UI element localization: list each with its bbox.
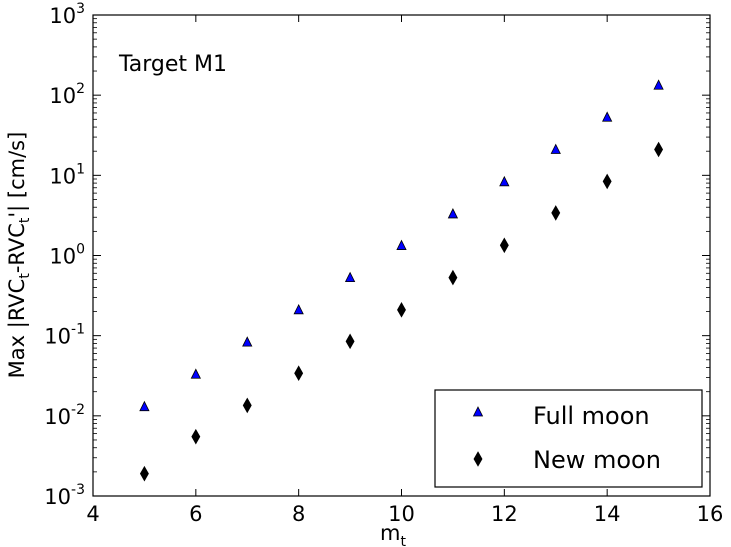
y-tick-base: 10: [49, 4, 76, 28]
new-moon-point: [345, 333, 355, 350]
full-moon-point: [293, 303, 304, 315]
x-tick-label: 14: [594, 502, 621, 526]
y-axis-label: Max |RVCt-RVCt'| [cm/s]: [5, 132, 33, 379]
y-tick-base: 10: [44, 485, 71, 509]
y-tick-exponent: 0: [76, 242, 85, 258]
y-tick-exponent: 2: [76, 81, 85, 97]
full-moon-point: [242, 336, 253, 347]
y-tick-label: 103: [49, 1, 85, 28]
y-tick-base: 10: [49, 245, 76, 269]
data-points: [139, 79, 664, 482]
y-tick-exponent: 1: [76, 161, 85, 177]
legend-box: [434, 389, 703, 488]
x-tick-label: 10: [388, 502, 415, 526]
annotation-label: Target M1: [118, 52, 227, 77]
x-tick-label: 8: [292, 502, 305, 526]
legend-label-new-moon: New moon: [533, 446, 661, 474]
y-tick-exponent: -3: [71, 482, 85, 498]
new-moon-point: [602, 173, 612, 190]
y-tick-label: 101: [49, 161, 85, 188]
full-moon-point: [344, 271, 356, 283]
y-tick-exponent: -2: [71, 402, 85, 418]
full-moon-point: [447, 208, 459, 219]
new-moon-point: [499, 237, 509, 254]
legend-marker-new-moon: [473, 451, 483, 467]
x-tick-label: 12: [491, 502, 518, 526]
y-tick-exponent: -1: [71, 322, 85, 338]
y-tick-label: 10-2: [44, 402, 85, 429]
y-tick-label: 10-1: [44, 322, 85, 349]
new-moon-point: [654, 141, 664, 158]
full-moon-point: [602, 111, 613, 122]
full-moon-point: [139, 400, 150, 412]
y-tick-base: 10: [44, 325, 71, 349]
x-axis-label: mt: [380, 521, 406, 547]
y-tick-exponent: 3: [76, 1, 85, 17]
x-tick-label: 16: [697, 502, 724, 526]
new-moon-point: [242, 397, 252, 414]
legend: Full moon New moon: [434, 389, 703, 488]
legend-marker-full-moon: [472, 406, 484, 417]
new-moon-point: [294, 365, 304, 382]
y-tick-base: 10: [49, 84, 76, 108]
x-tick-label: 4: [86, 502, 99, 526]
y-tick-label: 10-3: [44, 482, 85, 509]
new-moon-point: [191, 428, 201, 445]
y-tick-label: 100: [49, 242, 85, 269]
y-tick-label: 102: [49, 81, 85, 108]
y-tick-base: 10: [49, 164, 76, 188]
full-moon-point: [653, 79, 664, 90]
new-moon-point: [397, 302, 406, 318]
new-moon-point: [448, 269, 458, 286]
new-moon-point: [139, 465, 149, 482]
x-tick-label: 6: [189, 502, 202, 526]
full-moon-point: [550, 143, 561, 154]
y-tick-base: 10: [44, 405, 71, 429]
full-moon-point: [190, 368, 201, 379]
new-moon-point: [551, 205, 561, 221]
full-moon-point: [499, 175, 510, 187]
legend-label-full-moon: Full moon: [533, 402, 650, 430]
full-moon-point: [396, 239, 407, 250]
